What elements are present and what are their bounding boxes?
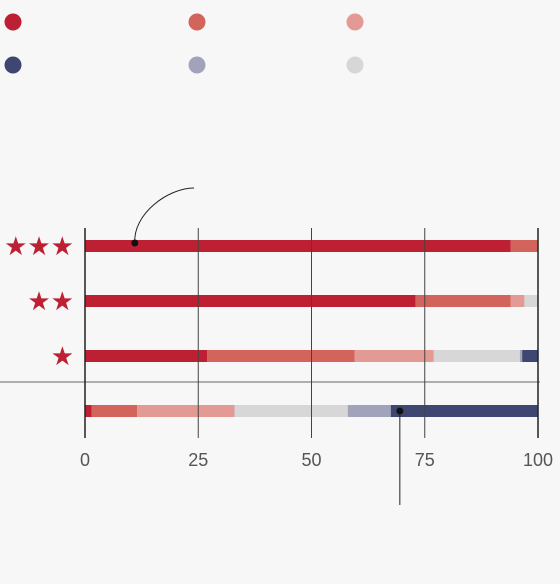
bar-segment-row1-s3 [524,295,538,307]
bar-segment-row2-s1 [207,350,355,362]
bar-segment-row1-s2 [510,295,525,307]
bar-segment-row3-s1 [91,405,138,417]
legend-dot-0 [4,13,22,31]
x-tick-label-100: 100 [523,450,553,470]
x-tick-label-75: 75 [415,450,435,470]
bar-segment-row3-s4 [347,405,391,417]
annotation-dot-2 [396,407,404,415]
legend-dot-5 [346,56,364,74]
legend-dot-3 [4,56,22,74]
bar-segment-row1-s1 [415,295,511,307]
bar-segment-row1-s0 [85,295,416,307]
bar-segment-row3-s0 [85,405,92,417]
category-label-row2: ★ [51,342,74,372]
legend-dot-2 [346,13,364,31]
annotation-dot-1 [131,239,139,247]
annotation-leader-1 [134,187,195,244]
bar-segment-row2-s0 [85,350,208,362]
bar-segment-row2-s5 [522,350,538,362]
bar-segment-row0-s0 [85,240,511,252]
legend-dot-4 [188,56,206,74]
category-label-row0: ★★★ [4,232,74,262]
bar-segment-row3-s2 [137,405,235,417]
bar-segment-row0-s1 [510,240,538,252]
bar-segment-row2-s3 [433,350,520,362]
bar-segment-row2-s4 [519,350,523,362]
x-tick-label-0: 0 [80,450,90,470]
bar-segment-row3-s3 [234,405,348,417]
legend-dot-1 [188,13,206,31]
x-tick-label-25: 25 [188,450,208,470]
x-tick-label-50: 50 [301,450,321,470]
bar-segment-row2-s2 [354,350,434,362]
bar-segment-row3-s5 [390,405,538,417]
category-label-row1: ★★ [27,287,74,317]
